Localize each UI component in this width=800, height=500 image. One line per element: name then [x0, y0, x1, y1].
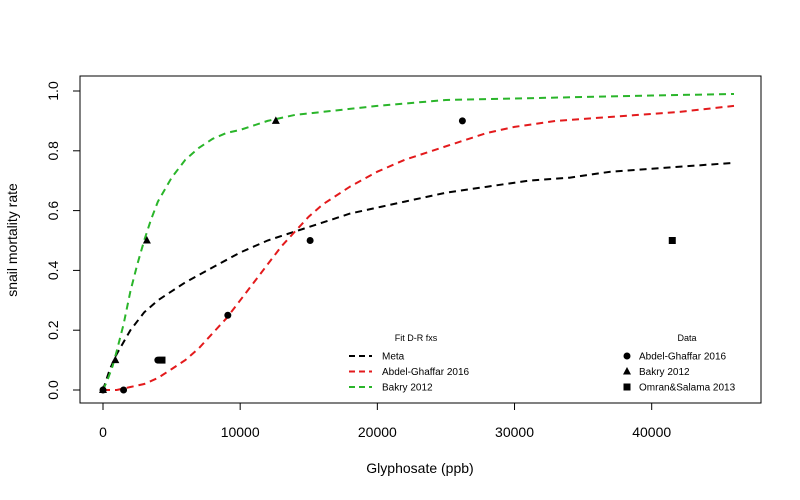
x-tick-label: 40000: [632, 424, 671, 440]
fit-legend-title: Fit D-R fxs: [395, 333, 438, 343]
data-legend-marker: [623, 352, 631, 360]
data-legend-label: Omran&Salama 2013: [639, 383, 736, 394]
fit-line-abdel-ghaffar-2016: [103, 104, 735, 391]
y-axis: 0.0 0.2 0.4 0.6 0.8 1.0: [45, 81, 81, 400]
x-tick-label: 0: [99, 424, 107, 440]
data-legend-marker: [623, 383, 631, 391]
x-axis: 0 10000 20000 30000 40000: [99, 402, 671, 440]
data-points: [99, 116, 676, 394]
data-point-circle: [306, 237, 314, 244]
data-point-circle: [224, 311, 232, 319]
data-legend-marker: [623, 367, 631, 375]
fit-legend: Fit D-R fxs Meta Abdel-Ghaffar 2016 Bakry …: [349, 333, 470, 394]
fit-line-bakry-2012: [102, 93, 735, 391]
x-tick-label: 10000: [221, 424, 260, 440]
data-legend: Data Abdel-Ghaffar 2016 Bakry 2012 Omran&S…: [623, 333, 736, 394]
y-tick-label: 1.0: [45, 81, 61, 101]
y-axis-label: snail mortality rate: [4, 183, 20, 297]
data-legend-label: Abdel-Ghaffar 2016: [639, 352, 727, 363]
data-legend-title: Data: [677, 333, 696, 343]
data-point-square: [668, 237, 676, 244]
data-point-circle: [458, 117, 466, 125]
data-point-triangle: [111, 355, 120, 364]
data-point-circle: [120, 386, 128, 394]
fit-legend-label: Meta: [382, 352, 405, 363]
fit-line-meta: [102, 161, 735, 391]
x-tick-label: 20000: [358, 424, 397, 440]
y-tick-label: 0.2: [45, 320, 61, 340]
x-tick-label: 30000: [495, 424, 534, 440]
data-point-triangle: [99, 385, 107, 393]
y-tick-label: 0.6: [45, 201, 61, 221]
y-tick-label: 0.4: [45, 260, 61, 280]
fit-legend-label: Abdel-Ghaffar 2016: [382, 367, 470, 378]
data-legend-label: Bakry 2012: [639, 367, 690, 378]
data-point-triangle: [142, 236, 151, 244]
data-point-square: [158, 356, 166, 364]
data-point-triangle: [271, 116, 280, 124]
fit-legend-label: Bakry 2012: [382, 383, 433, 394]
x-axis-label: Glyphosate (ppb): [366, 460, 473, 476]
y-tick-label: 0.0: [45, 380, 61, 400]
y-tick-label: 0.8: [45, 141, 61, 161]
fit-lines: [102, 93, 735, 391]
